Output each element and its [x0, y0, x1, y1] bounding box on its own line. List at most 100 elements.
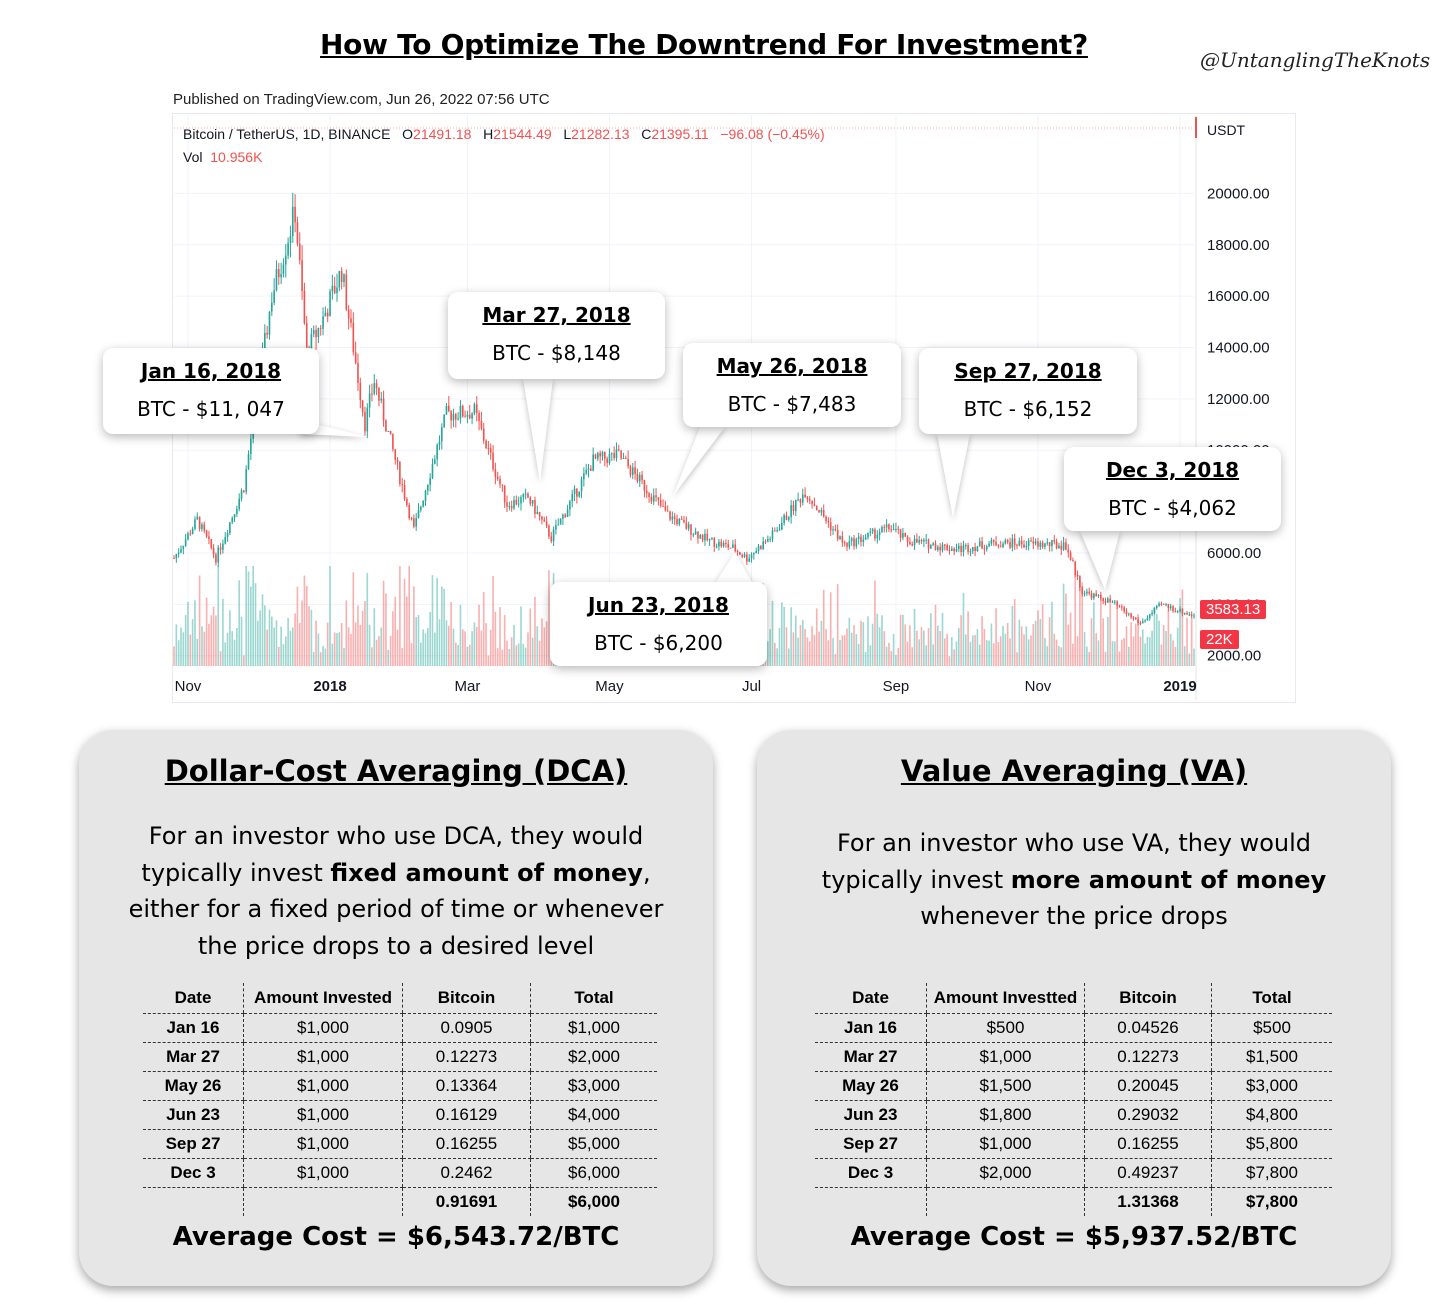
- volume-bar: [867, 616, 869, 666]
- candle-body: [1100, 594, 1102, 599]
- volume-bar: [937, 625, 939, 666]
- volume-bar: [1188, 653, 1191, 666]
- y-tick-label: 6000.00: [1207, 545, 1261, 562]
- volume-bar: [434, 632, 436, 666]
- candle-body: [638, 474, 641, 482]
- candle-body: [881, 527, 883, 533]
- volume-bar: [876, 613, 879, 666]
- candle-body: [750, 554, 753, 559]
- volume-bar: [941, 612, 944, 666]
- cell-bitcoin: 0.16129: [402, 1100, 531, 1130]
- candle-body: [627, 458, 629, 467]
- candle-body: [212, 547, 215, 555]
- candle-body: [208, 536, 210, 540]
- volume-bar: [1181, 589, 1184, 666]
- dca-heading: Dollar-Cost Averaging (DCA): [164, 754, 628, 788]
- candle-body: [778, 529, 781, 531]
- candle-body: [645, 490, 648, 494]
- candle-body: [862, 539, 865, 542]
- candle-body: [801, 494, 804, 503]
- volume-bar: [780, 602, 783, 666]
- volume-bar: [406, 596, 408, 666]
- candle-body: [1174, 610, 1177, 612]
- candle-body: [452, 414, 455, 421]
- volume-bar: [822, 589, 825, 666]
- candle-body: [350, 318, 352, 323]
- volume-bar: [927, 628, 930, 666]
- volume-bar: [1102, 618, 1104, 666]
- candle-body: [1051, 540, 1053, 547]
- volume-bar: [503, 615, 506, 666]
- candle-body: [289, 236, 292, 244]
- volume-bar: [396, 629, 399, 666]
- volume-bar: [261, 594, 264, 666]
- change-value: −96.08 (−0.45%): [720, 126, 825, 142]
- close-value: 21395.11: [651, 126, 709, 142]
- volume-bar: [1004, 633, 1007, 666]
- candle-body: [392, 434, 394, 450]
- candle-body: [492, 452, 494, 470]
- candle-body: [499, 478, 501, 485]
- candle-body: [969, 551, 972, 553]
- candle-body: [333, 285, 336, 294]
- candle-body: [671, 516, 674, 520]
- candle-body: [1186, 612, 1188, 615]
- candle-body: [610, 453, 613, 455]
- volume-bar: [1074, 566, 1077, 666]
- candle-body: [883, 527, 886, 529]
- volume-bar: [315, 620, 317, 666]
- volume-bar: [247, 571, 250, 666]
- volume-bar: [855, 634, 858, 666]
- volume-bar: [520, 606, 522, 666]
- candle-body: [624, 457, 627, 459]
- candle-body: [690, 524, 692, 535]
- volume-bar: [277, 646, 280, 666]
- volume-bar: [331, 643, 334, 666]
- table-row: Jun 23 $1,800 0.29032 $4,800: [815, 1100, 1332, 1130]
- volume-bar: [783, 607, 785, 666]
- candle-body: [187, 533, 189, 540]
- volume-bar: [324, 648, 327, 666]
- candle-body: [438, 441, 441, 445]
- volume-bar: [219, 651, 222, 666]
- candle-body: [517, 503, 520, 505]
- candle-body: [310, 333, 313, 357]
- candle-body: [424, 490, 427, 502]
- volume-bar: [266, 629, 268, 666]
- volume-bar: [291, 627, 294, 666]
- volume-bar: [371, 647, 373, 666]
- cell-amount: $1,800: [926, 1100, 1085, 1130]
- volume-bar: [978, 644, 981, 666]
- candle-body: [301, 260, 303, 291]
- candle-body: [869, 531, 872, 533]
- volume-bar: [182, 632, 185, 666]
- volume-bar: [769, 629, 771, 666]
- candle-body: [669, 511, 671, 520]
- candle-body: [825, 516, 827, 522]
- candle-body: [713, 538, 716, 547]
- callout-price: BTC - $6,200: [594, 631, 723, 655]
- candle-body: [1037, 541, 1039, 547]
- candle-body: [529, 497, 532, 504]
- volume-bar: [450, 602, 452, 666]
- candle-body: [557, 524, 560, 526]
- volume-bar: [1162, 625, 1165, 666]
- volume-bar: [1020, 626, 1023, 666]
- candle-body: [1193, 615, 1195, 617]
- candle-body: [683, 519, 685, 523]
- candle-body: [210, 539, 213, 548]
- volume-bar: [1069, 612, 1072, 666]
- volume-bar: [298, 622, 301, 666]
- candle-body: [427, 484, 429, 491]
- candle-body: [909, 541, 911, 544]
- low-label: L: [563, 126, 572, 142]
- candle-body: [1132, 617, 1135, 619]
- candle-body: [175, 554, 178, 559]
- volume-bar: [289, 630, 292, 666]
- callout-jan16: Jan 16, 2018 BTC - $11, 047: [103, 348, 319, 434]
- volume-bar: [985, 640, 988, 666]
- candle-body: [1041, 542, 1044, 547]
- volume-bar: [1041, 604, 1044, 666]
- volume-bar: [874, 580, 876, 666]
- volume-bar: [806, 637, 809, 666]
